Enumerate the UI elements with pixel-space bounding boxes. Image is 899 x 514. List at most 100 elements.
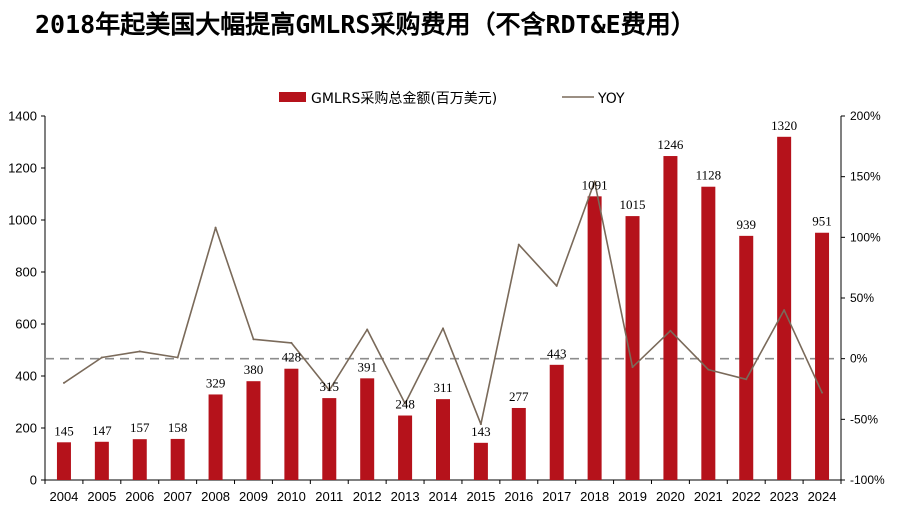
x-tick-label-2018: 2018 bbox=[580, 489, 609, 504]
bar-2020 bbox=[663, 156, 678, 481]
bar-value-label-2021: 1128 bbox=[696, 168, 722, 183]
legend-line-label: YOY bbox=[597, 91, 625, 107]
bar-value-label-2020: 1246 bbox=[657, 137, 684, 152]
chart-title: 2018年起美国大幅提高GMLRS采购费用（不含RDT&E费用） bbox=[35, 10, 696, 39]
bar-2004 bbox=[56, 442, 71, 480]
bar-value-label-2007: 158 bbox=[168, 420, 188, 435]
bar-2012 bbox=[360, 378, 375, 480]
bar-2022 bbox=[739, 235, 754, 480]
yoy-point-2024 bbox=[821, 391, 824, 394]
bar-2014 bbox=[436, 399, 450, 480]
y-right-tick-label: 150% bbox=[850, 170, 881, 184]
yoy-point-2019 bbox=[631, 366, 634, 369]
bar-value-label-2018: 1091 bbox=[582, 177, 608, 192]
bar-2016 bbox=[511, 407, 526, 480]
bar-value-label-2006: 157 bbox=[130, 420, 150, 435]
y-left-tick-label: 200 bbox=[15, 421, 37, 436]
bar-2007 bbox=[170, 438, 185, 480]
y-left-tick-label: 600 bbox=[15, 317, 37, 332]
y-left-tick-label: 400 bbox=[15, 369, 37, 384]
legend-bar-label: GMLRS采购总金额(百万美元) bbox=[311, 91, 497, 107]
y-left-tick-label: 800 bbox=[15, 265, 37, 280]
yoy-point-2022 bbox=[745, 378, 748, 381]
bar-value-label-2012: 391 bbox=[357, 359, 377, 374]
bar-value-label-2016: 277 bbox=[509, 389, 529, 404]
bar-2009 bbox=[246, 381, 261, 480]
y-right-tick-label: 0% bbox=[850, 352, 868, 366]
yoy-point-2013 bbox=[404, 402, 407, 405]
legend: GMLRS采购总金额(百万美元) YOY bbox=[279, 91, 625, 107]
yoy-point-2007 bbox=[176, 356, 179, 359]
x-tick-label-2014: 2014 bbox=[429, 489, 458, 504]
bar-2017 bbox=[549, 364, 564, 480]
x-tick-label-2013: 2013 bbox=[391, 489, 420, 504]
yoy-point-2008 bbox=[214, 226, 217, 229]
bar-value-label-2005: 147 bbox=[92, 423, 112, 438]
x-tick-label-2012: 2012 bbox=[353, 489, 382, 504]
x-tick-label-2020: 2020 bbox=[656, 489, 685, 504]
x-tick-label-2010: 2010 bbox=[277, 489, 306, 504]
bar-value-label-2024: 951 bbox=[812, 214, 832, 229]
plot-area: 0 200 400 600 800 1000 1200 1400 -100% -50% 0% 50% 1… bbox=[8, 109, 885, 505]
legend-bar-swatch bbox=[279, 92, 306, 102]
yoy-point-2023 bbox=[783, 309, 786, 312]
y-right-tick-label: 200% bbox=[850, 109, 881, 123]
bar-value-label-2017: 443 bbox=[547, 346, 567, 361]
yoy-point-2015 bbox=[479, 423, 482, 426]
bar-2008 bbox=[208, 394, 223, 480]
x-tick-label-2007: 2007 bbox=[163, 489, 192, 504]
bar-value-label-2011: 315 bbox=[320, 379, 340, 394]
bar-2024 bbox=[815, 232, 830, 480]
bar-2010 bbox=[284, 368, 299, 480]
y-left-tick-label: 1000 bbox=[8, 213, 37, 228]
yoy-point-2014 bbox=[442, 327, 444, 330]
bar-2006 bbox=[132, 439, 147, 480]
yoy-point-2005 bbox=[100, 356, 103, 359]
x-tick-label-2004: 2004 bbox=[49, 489, 78, 504]
yoy-point-2016 bbox=[517, 243, 520, 246]
x-tick-label-2023: 2023 bbox=[770, 489, 799, 504]
x-tick-label-2006: 2006 bbox=[125, 489, 154, 504]
x-tick-label-2024: 2024 bbox=[808, 489, 837, 504]
y-right-tick-label: -100% bbox=[850, 473, 885, 487]
yoy-point-2021 bbox=[707, 368, 710, 371]
x-tick-label-2019: 2019 bbox=[618, 489, 647, 504]
bar-value-label-2019: 1015 bbox=[620, 197, 646, 212]
yoy-point-2004 bbox=[62, 381, 65, 384]
bar-value-label-2008: 329 bbox=[206, 375, 226, 390]
y-right-tick-label: 100% bbox=[850, 230, 881, 244]
bar-2011 bbox=[322, 398, 337, 480]
x-tick-label-2011: 2011 bbox=[315, 489, 343, 504]
bar-2015 bbox=[473, 442, 488, 480]
yoy-point-2012 bbox=[366, 328, 369, 331]
yoy-point-2009 bbox=[252, 338, 255, 341]
bar-2019 bbox=[625, 216, 640, 480]
y-left-tick-label: 1400 bbox=[8, 109, 37, 124]
bar-2005 bbox=[94, 441, 109, 480]
x-tick-label-2016: 2016 bbox=[504, 489, 533, 504]
bar-value-label-2009: 380 bbox=[244, 362, 264, 377]
yoy-point-2006 bbox=[138, 350, 141, 353]
x-tick-label-2005: 2005 bbox=[87, 489, 116, 504]
x-tick-label-2008: 2008 bbox=[201, 489, 230, 504]
yoy-point-2011 bbox=[328, 389, 331, 392]
y-right-tick-label: 50% bbox=[850, 291, 874, 305]
x-tick-label-2022: 2022 bbox=[732, 489, 761, 504]
x-tick-label-2009: 2009 bbox=[239, 489, 268, 504]
yoy-point-2018 bbox=[593, 180, 596, 183]
x-tick-label-2015: 2015 bbox=[466, 489, 495, 504]
bar-2018 bbox=[587, 196, 602, 480]
x-tick-label-2017: 2017 bbox=[542, 489, 571, 504]
y-right-tick-label: -50% bbox=[850, 412, 878, 426]
yoy-point-2020 bbox=[669, 329, 672, 332]
yoy-point-2010 bbox=[290, 341, 293, 344]
bar-value-label-2013: 248 bbox=[395, 397, 415, 412]
yoy-point-2017 bbox=[555, 284, 558, 287]
bar-value-label-2014: 311 bbox=[433, 380, 452, 395]
bar-value-label-2023: 1320 bbox=[771, 118, 797, 133]
bar-value-label-2004: 145 bbox=[54, 423, 74, 438]
bar-2023 bbox=[777, 136, 792, 481]
bar-2013 bbox=[398, 415, 413, 480]
bar-value-label-2015: 143 bbox=[471, 424, 491, 439]
